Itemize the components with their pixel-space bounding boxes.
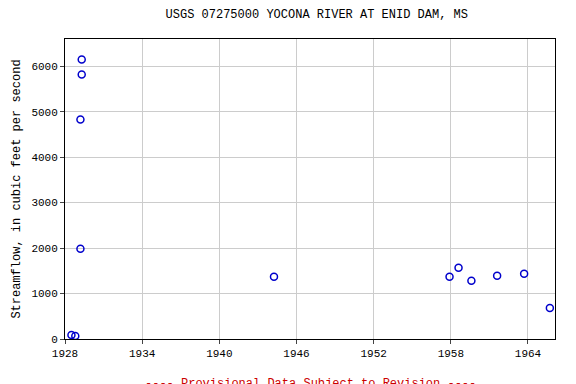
svg-text:0: 0: [51, 334, 58, 346]
svg-text:3000: 3000: [31, 197, 57, 209]
svg-text:1964: 1964: [515, 348, 542, 360]
svg-text:1952: 1952: [360, 348, 386, 360]
svg-text:1958: 1958: [438, 348, 464, 360]
svg-text:USGS 07275000 YOCONA RIVER AT: USGS 07275000 YOCONA RIVER AT ENID DAM, …: [166, 8, 468, 22]
svg-text:2000: 2000: [31, 243, 57, 255]
svg-text:1934: 1934: [129, 348, 156, 360]
svg-text:5000: 5000: [31, 107, 57, 119]
svg-text:---- Provisional Data Subject: ---- Provisional Data Subject to Revisio…: [145, 377, 476, 384]
svg-text:1946: 1946: [283, 348, 309, 360]
svg-text:1940: 1940: [206, 348, 232, 360]
svg-text:1000: 1000: [31, 288, 57, 300]
svg-text:Streamflow, in cubic feet per: Streamflow, in cubic feet per second: [10, 59, 24, 318]
svg-text:6000: 6000: [31, 61, 57, 73]
svg-text:4000: 4000: [31, 152, 57, 164]
svg-text:1928: 1928: [52, 348, 78, 360]
